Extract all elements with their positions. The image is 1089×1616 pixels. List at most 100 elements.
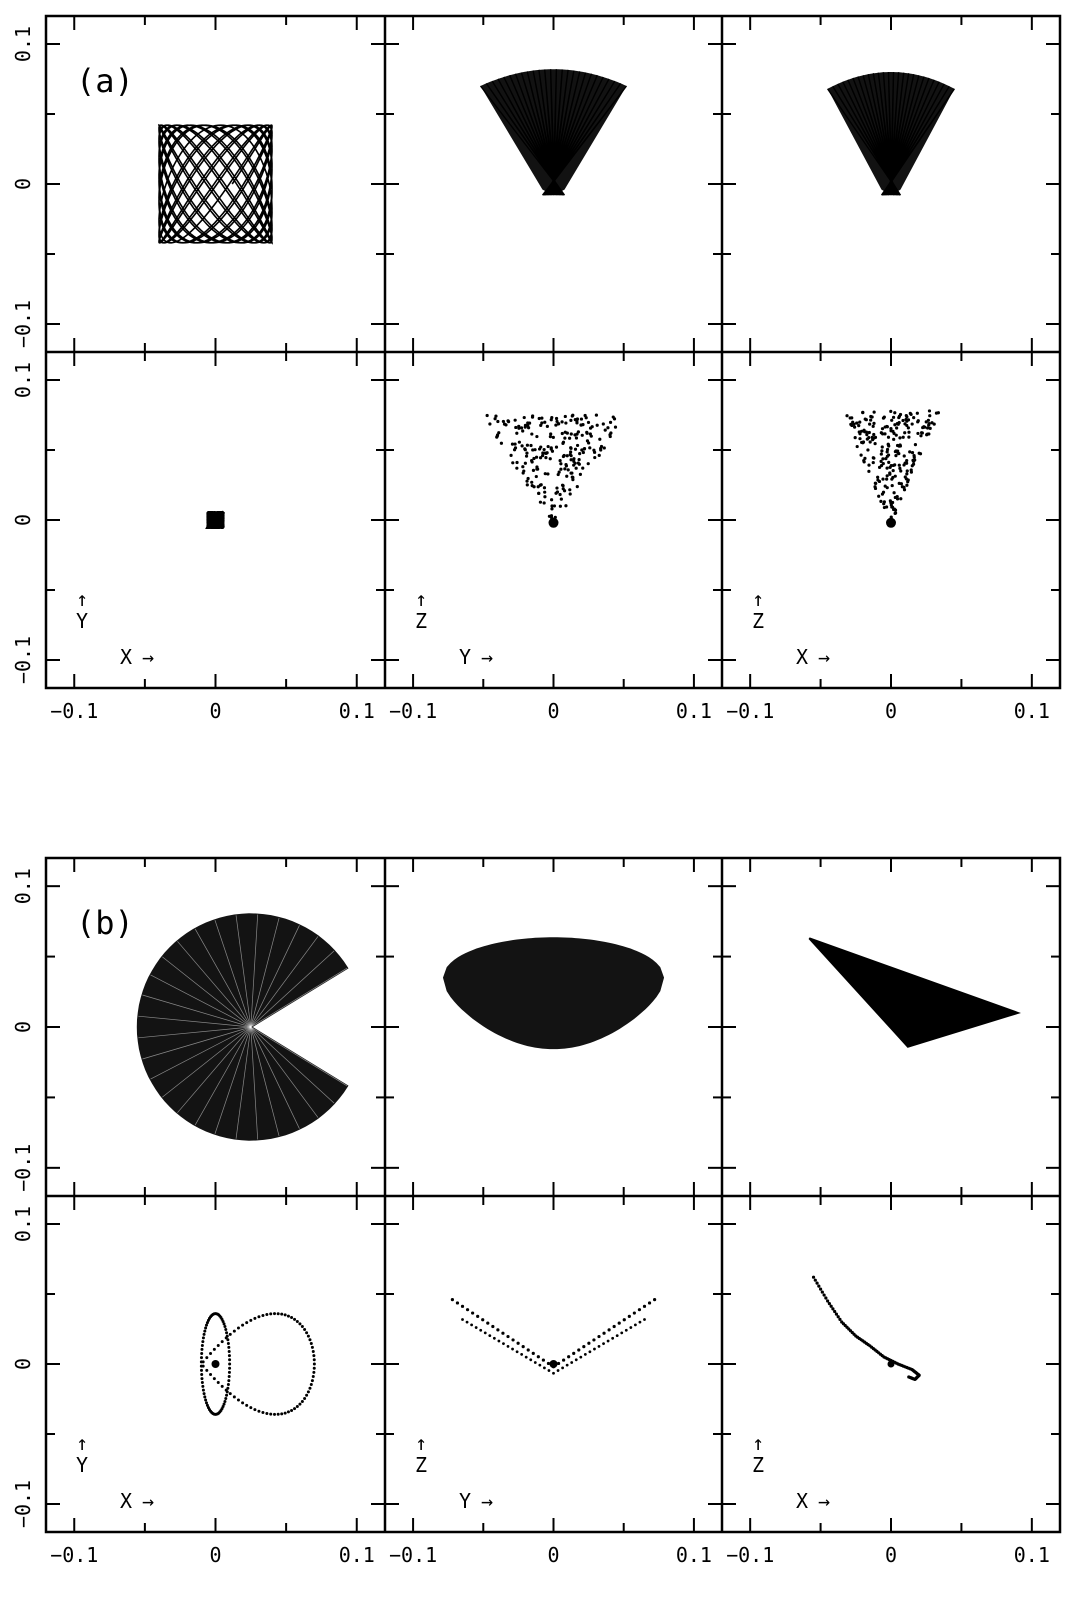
data-point xyxy=(306,1390,310,1394)
data-point xyxy=(201,1384,205,1388)
data-point xyxy=(223,1325,227,1329)
data-point xyxy=(565,454,569,458)
data-point xyxy=(298,1402,302,1406)
data-point xyxy=(506,1334,510,1339)
data-point xyxy=(855,444,859,449)
y-tick-label: 0.1 xyxy=(11,1206,35,1242)
data-point xyxy=(906,480,910,484)
data-point xyxy=(588,446,592,450)
orbit-trace xyxy=(162,1026,252,1098)
data-point xyxy=(201,1388,205,1392)
data-point xyxy=(227,1354,231,1358)
data-point xyxy=(893,463,897,467)
orbit-trace xyxy=(177,941,252,1028)
x-tick-label: −0.1 xyxy=(726,1543,774,1567)
data-point xyxy=(577,458,581,462)
data-point xyxy=(565,1363,569,1367)
data-point xyxy=(885,424,889,429)
data-point xyxy=(532,485,536,489)
data-point xyxy=(561,440,566,444)
data-point xyxy=(540,421,544,425)
data-point xyxy=(226,1382,230,1386)
data-point xyxy=(499,441,504,445)
data-point xyxy=(554,491,558,495)
panel-a-top-1 xyxy=(385,16,722,352)
data-point xyxy=(607,1328,611,1332)
data-point xyxy=(308,1386,312,1390)
data-point xyxy=(212,1377,216,1381)
data-point xyxy=(560,420,564,424)
data-point xyxy=(523,423,528,427)
data-point xyxy=(561,1366,564,1370)
data-point xyxy=(861,410,865,414)
data-point xyxy=(889,503,893,507)
data-point xyxy=(818,1287,823,1291)
data-point xyxy=(880,492,885,496)
plot-marks xyxy=(479,69,628,196)
data-point xyxy=(542,486,547,490)
data-point xyxy=(216,1343,220,1347)
data-point xyxy=(602,1342,605,1346)
data-point xyxy=(574,466,578,470)
x-arrow-glyph: → xyxy=(481,1489,493,1513)
data-point xyxy=(201,1364,205,1368)
figure-label: (a) xyxy=(76,62,134,100)
data-point xyxy=(891,429,895,433)
data-point xyxy=(506,1344,510,1348)
data-point xyxy=(493,417,497,421)
data-point xyxy=(203,1329,207,1333)
data-point xyxy=(488,422,492,426)
data-point xyxy=(293,1407,297,1411)
data-point xyxy=(588,1350,592,1354)
data-point xyxy=(530,432,534,436)
data-point xyxy=(864,430,869,434)
data-point xyxy=(580,448,584,452)
orbit-trace xyxy=(235,915,252,1028)
data-point xyxy=(461,1318,464,1321)
data-point xyxy=(570,414,574,418)
data-point xyxy=(526,476,530,481)
x-tick-label: 0 xyxy=(209,699,221,723)
data-point xyxy=(647,1301,652,1305)
data-point xyxy=(569,446,573,450)
orbit-trace xyxy=(250,925,300,1028)
data-point xyxy=(897,414,902,418)
y-tick-label: −0.1 xyxy=(11,636,35,684)
data-point xyxy=(485,413,489,418)
data-point xyxy=(587,441,591,445)
data-point xyxy=(526,1348,530,1352)
data-point xyxy=(573,447,578,451)
orbit-trace xyxy=(142,994,251,1028)
panel-a-bottom-2: ↑Z X → xyxy=(722,352,1060,688)
data-point xyxy=(228,1358,232,1362)
data-point xyxy=(522,415,526,420)
data-point xyxy=(312,1354,316,1358)
data-point xyxy=(227,1379,231,1383)
data-point xyxy=(891,415,896,419)
data-point xyxy=(513,418,517,422)
data-point xyxy=(460,1304,465,1308)
data-point xyxy=(200,1377,204,1381)
x-tick-label: −0.1 xyxy=(50,699,98,723)
data-point xyxy=(481,1318,485,1322)
data-point xyxy=(224,1388,228,1392)
data-point xyxy=(910,451,915,455)
origin-cluster xyxy=(887,1360,895,1368)
data-point xyxy=(209,1352,213,1356)
data-point xyxy=(228,1392,232,1396)
data-point xyxy=(515,431,519,435)
data-point xyxy=(903,431,907,435)
data-point xyxy=(836,1315,840,1319)
y-tick-label: −0.1 xyxy=(11,1480,35,1528)
data-point xyxy=(548,435,552,439)
data-point xyxy=(879,499,883,503)
data-point xyxy=(643,1318,646,1321)
data-point xyxy=(543,472,547,476)
data-point xyxy=(510,442,515,446)
data-point xyxy=(506,419,510,423)
data-point xyxy=(205,1356,209,1360)
y-tick-label: 0 xyxy=(11,178,35,190)
data-point xyxy=(593,1347,596,1351)
data-point xyxy=(834,1312,839,1316)
data-point xyxy=(537,416,541,421)
